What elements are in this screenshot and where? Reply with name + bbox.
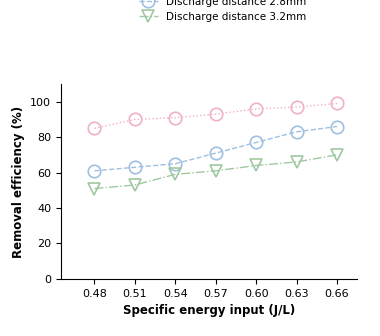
Discharge distance 3.2mm (173, 172, 177, 176)
Line: Discharge distance 2.4mm: Discharge distance 2.4mm (88, 97, 343, 134)
Discharge distance 3.2mm (214, 169, 218, 173)
Discharge distance 3.2mm (133, 183, 137, 187)
Discharge distance 2.8mm (133, 165, 137, 169)
Discharge distance 2.8mm (214, 151, 218, 155)
Line: Discharge distance 2.8mm: Discharge distance 2.8mm (88, 120, 343, 177)
Discharge distance 2.4mm (254, 107, 258, 111)
Discharge distance 2.4mm (214, 112, 218, 116)
Discharge distance 2.4mm (294, 105, 299, 109)
Discharge distance 3.2mm (254, 164, 258, 168)
Discharge distance 2.4mm (335, 101, 339, 106)
Discharge distance 3.2mm (294, 160, 299, 164)
Discharge distance 2.4mm (92, 126, 97, 130)
Discharge distance 2.8mm (92, 169, 97, 173)
Discharge distance 2.4mm (133, 117, 137, 121)
Line: Discharge distance 3.2mm: Discharge distance 3.2mm (88, 149, 343, 195)
Discharge distance 2.8mm (335, 125, 339, 129)
X-axis label: Specific energy input (J/L): Specific energy input (J/L) (123, 304, 295, 317)
Discharge distance 2.8mm (254, 140, 258, 144)
Discharge distance 2.8mm (173, 162, 177, 166)
Discharge distance 3.2mm (335, 153, 339, 157)
Discharge distance 2.4mm (173, 116, 177, 120)
Discharge distance 3.2mm (92, 186, 97, 191)
Discharge distance 2.8mm (294, 130, 299, 134)
Y-axis label: Removal efficiency (%): Removal efficiency (%) (11, 106, 25, 257)
Legend: Discharge distance 2.4mm, Discharge distance 2.8mm, Discharge distance 3.2mm: Discharge distance 2.4mm, Discharge dist… (135, 0, 310, 26)
